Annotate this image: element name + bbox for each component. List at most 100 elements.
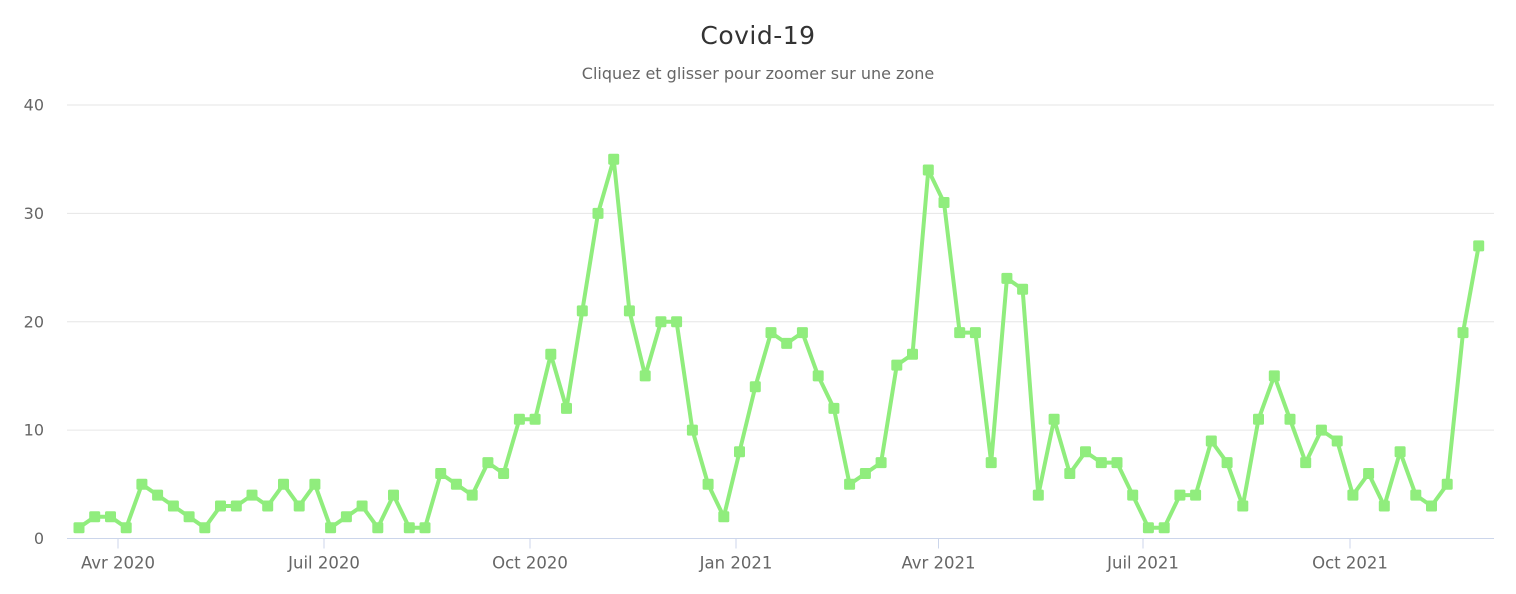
data-point-marker[interactable]	[702, 478, 714, 490]
x-axis-label: Oct 2020	[492, 554, 568, 573]
data-point-marker[interactable]	[1441, 478, 1453, 490]
data-point-marker[interactable]	[1158, 522, 1170, 534]
data-point-marker[interactable]	[1331, 435, 1343, 447]
data-point-marker[interactable]	[734, 446, 745, 458]
data-point-marker[interactable]	[1378, 500, 1390, 512]
data-point-marker[interactable]	[1221, 457, 1233, 469]
data-point-marker[interactable]	[1032, 489, 1044, 501]
data-point-marker[interactable]	[1253, 413, 1264, 425]
data-point-marker[interactable]	[985, 457, 997, 469]
data-point-marker[interactable]	[498, 468, 510, 479]
data-point-marker[interactable]	[325, 522, 337, 534]
data-point-marker[interactable]	[529, 413, 541, 425]
x-axis-label: Juil 2021	[1106, 554, 1179, 573]
data-point-marker[interactable]	[309, 478, 321, 490]
data-point-marker[interactable]	[262, 500, 274, 512]
y-axis-label: 10	[24, 421, 44, 440]
data-point-marker[interactable]	[1001, 272, 1013, 284]
data-point-marker[interactable]	[167, 500, 179, 512]
data-point-marker[interactable]	[1300, 457, 1312, 469]
data-point-marker[interactable]	[907, 348, 918, 360]
data-point-marker[interactable]	[623, 305, 635, 317]
data-point-marker[interactable]	[1410, 489, 1422, 501]
data-point-marker[interactable]	[1095, 457, 1107, 469]
data-point-marker[interactable]	[1017, 283, 1029, 295]
chart-title: Covid-19	[700, 21, 816, 50]
data-point-marker[interactable]	[215, 500, 226, 512]
data-point-marker[interactable]	[1064, 468, 1076, 479]
data-point-marker[interactable]	[592, 207, 604, 219]
data-point-marker[interactable]	[608, 153, 620, 165]
data-point-marker[interactable]	[686, 424, 698, 436]
data-point-marker[interactable]	[1190, 489, 1202, 501]
data-point-marker[interactable]	[844, 478, 856, 490]
data-point-marker[interactable]	[1174, 489, 1186, 501]
data-point-marker[interactable]	[1205, 435, 1217, 447]
data-point-marker[interactable]	[183, 511, 195, 523]
data-point-marker[interactable]	[749, 381, 761, 393]
data-point-marker[interactable]	[969, 327, 981, 339]
data-point-marker[interactable]	[450, 478, 462, 490]
data-point-marker[interactable]	[513, 413, 525, 425]
data-point-marker[interactable]	[1142, 522, 1154, 534]
data-point-marker[interactable]	[1426, 500, 1437, 512]
y-axis-label: 30	[24, 204, 44, 223]
data-point-marker[interactable]	[1048, 413, 1060, 425]
data-point-marker[interactable]	[403, 522, 415, 534]
data-point-marker[interactable]	[105, 511, 116, 523]
data-point-marker[interactable]	[466, 489, 478, 501]
data-point-marker[interactable]	[639, 370, 651, 382]
data-point-marker[interactable]	[1237, 500, 1249, 512]
data-point-marker[interactable]	[1080, 446, 1091, 458]
data-point-marker[interactable]	[246, 489, 258, 501]
data-point-marker[interactable]	[954, 327, 966, 339]
data-point-marker[interactable]	[765, 327, 777, 339]
data-point-marker[interactable]	[796, 327, 808, 339]
data-point-marker[interactable]	[781, 337, 793, 349]
data-point-marker[interactable]	[340, 511, 352, 523]
data-point-marker[interactable]	[859, 468, 871, 479]
data-point-marker[interactable]	[1268, 370, 1280, 382]
data-point-marker[interactable]	[891, 359, 903, 371]
data-point-marker[interactable]	[1473, 240, 1485, 252]
chart-subtitle: Cliquez et glisser pour zoomer sur une z…	[581, 64, 935, 83]
data-point-marker[interactable]	[812, 370, 824, 382]
data-point-marker[interactable]	[435, 468, 447, 479]
data-point-marker[interactable]	[199, 522, 211, 534]
data-point-marker[interactable]	[1347, 489, 1359, 501]
data-point-marker[interactable]	[152, 489, 164, 501]
data-point-marker[interactable]	[1284, 413, 1296, 425]
data-point-marker[interactable]	[718, 511, 730, 523]
data-point-marker[interactable]	[828, 402, 840, 414]
data-point-marker[interactable]	[938, 197, 950, 208]
data-point-marker[interactable]	[356, 500, 368, 512]
data-point-marker[interactable]	[1315, 424, 1327, 436]
x-axis-label: Avr 2020	[81, 554, 155, 573]
data-point-marker[interactable]	[671, 316, 683, 328]
data-point-marker[interactable]	[388, 489, 399, 501]
data-point-marker[interactable]	[136, 478, 148, 490]
data-point-marker[interactable]	[419, 522, 431, 534]
data-point-marker[interactable]	[922, 164, 934, 176]
data-point-marker[interactable]	[73, 522, 85, 534]
data-point-marker[interactable]	[482, 457, 494, 469]
data-point-marker[interactable]	[1457, 327, 1469, 339]
data-point-marker[interactable]	[655, 316, 667, 328]
data-point-marker[interactable]	[875, 457, 887, 469]
data-point-marker[interactable]	[293, 500, 305, 512]
data-point-marker[interactable]	[120, 522, 132, 534]
x-axis-label: Oct 2021	[1312, 554, 1388, 573]
data-point-marker[interactable]	[1394, 446, 1406, 458]
data-point-marker[interactable]	[1127, 489, 1139, 501]
data-point-marker[interactable]	[1111, 457, 1123, 469]
data-point-marker[interactable]	[1363, 468, 1375, 479]
data-point-marker[interactable]	[545, 348, 557, 360]
data-point-marker[interactable]	[278, 478, 289, 490]
data-point-marker[interactable]	[561, 402, 572, 414]
data-point-marker[interactable]	[230, 500, 242, 512]
data-point-marker[interactable]	[576, 305, 588, 317]
data-point-marker[interactable]	[89, 511, 101, 523]
data-point-marker[interactable]	[372, 522, 384, 534]
